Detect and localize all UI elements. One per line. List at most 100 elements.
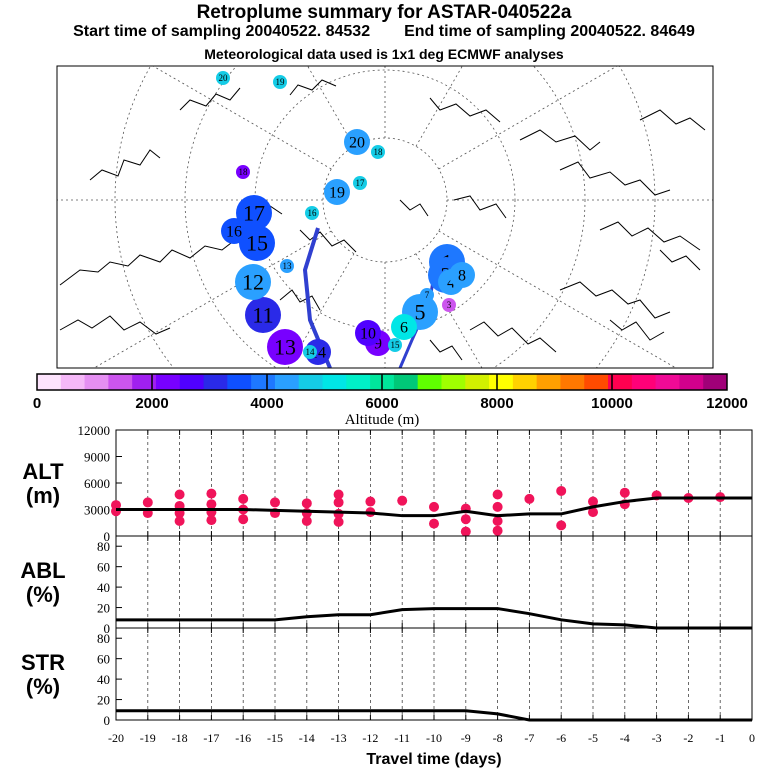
cluster-label: 19 — [276, 77, 286, 87]
map-cluster-10: 10 — [355, 320, 381, 346]
x-tick-label: -11 — [394, 731, 410, 745]
sampling-times: Start time of sampling 20040522. 84532 En… — [0, 23, 768, 41]
cluster-label: 5 — [415, 300, 426, 325]
map-content: 1234567891011121314151617181920131415161… — [57, 66, 713, 368]
x-tick-label: -16 — [235, 731, 251, 745]
y-tick-label: 12000 — [78, 423, 111, 438]
alt-point — [206, 488, 217, 499]
coastline — [289, 79, 337, 96]
x-tick-label: -17 — [203, 731, 219, 745]
alt-point — [492, 515, 503, 526]
colorbar-swatch — [465, 374, 490, 390]
map-cluster-14: 14 — [303, 345, 317, 359]
x-tick-label: -10 — [426, 731, 442, 745]
alt-point — [397, 495, 408, 506]
map-cluster-17: 17 — [236, 195, 272, 231]
map-cluster-6: 6 — [391, 314, 417, 340]
x-tick-label: -19 — [140, 731, 156, 745]
coastline — [59, 315, 171, 335]
colorbar-swatch — [298, 374, 324, 390]
coastline — [89, 149, 161, 181]
cluster-label: 7 — [425, 290, 430, 300]
y-tick-label: 0 — [104, 529, 111, 544]
cluster-marker — [245, 297, 281, 333]
cluster-marker — [236, 165, 250, 179]
colorbar-swatch — [274, 374, 300, 390]
cluster-marker — [449, 262, 475, 288]
y-axis-label: ABL — [20, 558, 65, 583]
map-cluster-18: 18 — [236, 165, 250, 179]
map-cluster-12: 12 — [235, 264, 271, 300]
alt-point — [301, 498, 312, 509]
coastline — [659, 249, 701, 271]
x-axis-label: Travel time (days) — [366, 751, 501, 768]
y-tick-label: 0 — [104, 713, 111, 728]
cluster-label: 16 — [308, 208, 318, 218]
y-tick-label: 80 — [97, 539, 110, 554]
x-tick-label: -6 — [556, 731, 566, 745]
map-cluster-15: 15 — [388, 338, 402, 352]
coastline — [429, 97, 501, 123]
cluster-marker — [305, 206, 319, 220]
colorbar-swatch — [203, 374, 228, 390]
cluster-marker — [442, 298, 456, 312]
str-line — [116, 709, 752, 722]
latitude-circle — [184, 66, 586, 368]
alt-point — [270, 497, 280, 508]
colorbar-swatch — [346, 374, 371, 390]
y-axis-label: ALT — [22, 459, 64, 484]
colorbar-swatch — [37, 374, 62, 390]
alt-point — [492, 501, 503, 512]
x-tick-label: -2 — [683, 731, 693, 745]
coastline — [429, 339, 463, 361]
panel-ALT: 0 3000 6000 9000 12000 ALT(m) — [22, 423, 753, 544]
end-time: End time of sampling 20040522. 84649 — [404, 23, 695, 40]
coastline — [279, 289, 321, 311]
x-tick-label: -4 — [620, 731, 630, 745]
cluster-marker — [280, 259, 294, 273]
colorbar-swatch — [179, 374, 205, 390]
colorbar-tick-label: 4000 — [250, 395, 283, 412]
x-tick-label: -12 — [362, 731, 378, 745]
cluster-marker — [303, 345, 317, 359]
map-cluster-17: 17 — [353, 176, 367, 190]
coastline — [469, 321, 557, 353]
map-frame — [56, 65, 714, 369]
colorbar-swatch — [655, 374, 680, 390]
alt-point — [365, 496, 376, 507]
cluster-label: 17 — [243, 201, 265, 226]
colorbar-swatch — [227, 374, 252, 390]
colorbar-swatch — [108, 374, 133, 390]
coastline — [609, 319, 665, 341]
alt-point — [460, 514, 471, 525]
cluster-label: 6 — [400, 320, 408, 337]
colorbar-swatch — [608, 374, 633, 390]
cluster-marker — [353, 176, 367, 190]
alt-point — [492, 525, 503, 536]
abl-line — [116, 607, 752, 630]
colorbar-swatch — [251, 374, 276, 390]
colorbar-swatch — [132, 374, 157, 390]
cluster-marker — [235, 264, 271, 300]
cluster-marker — [420, 288, 434, 302]
alt-point — [619, 487, 630, 498]
x-tick-label: -8 — [493, 731, 503, 745]
coastline — [559, 281, 671, 319]
main-title: Retroplume summary for ASTAR-040522a — [196, 2, 572, 23]
start-time: Start time of sampling 20040522. 84532 — [73, 23, 371, 40]
latitude-circle — [254, 69, 516, 331]
cluster-label: 15 — [246, 231, 268, 256]
colorbar-tick-label: 8000 — [480, 395, 513, 412]
coastline — [599, 221, 701, 251]
map-cluster-18: 18 — [371, 145, 385, 159]
map-cluster-15: 15 — [239, 225, 275, 261]
colorbar-swatch — [393, 374, 419, 390]
polar-map-panel: 1234567891011121314151617181920131415161… — [56, 65, 714, 369]
cluster-label: 18 — [374, 147, 384, 157]
alt-point — [460, 526, 471, 537]
map-cluster-20: 20 — [344, 129, 370, 155]
colorbar-swatch — [489, 374, 514, 390]
colorbar-swatch — [322, 374, 347, 390]
